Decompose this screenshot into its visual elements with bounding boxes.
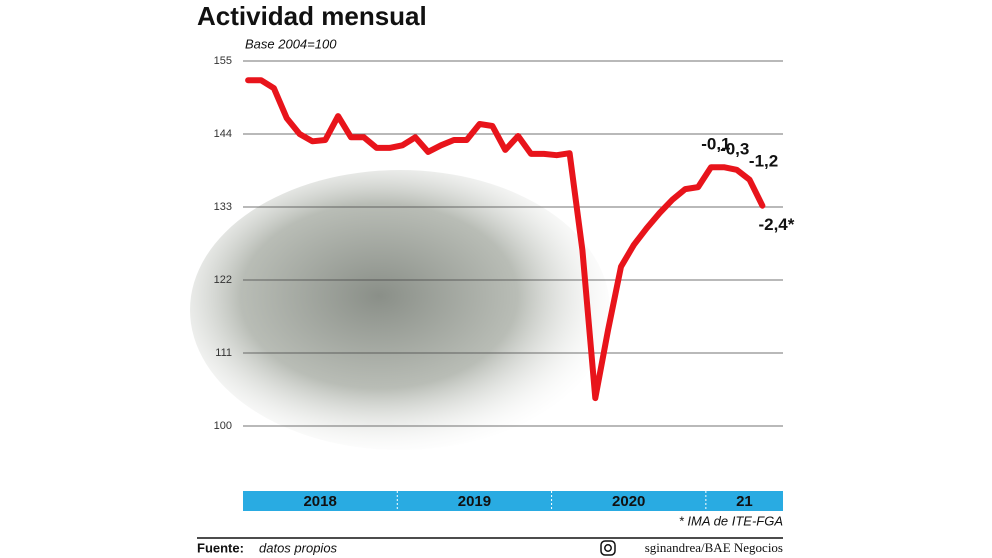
period-label: 2018 [303, 493, 336, 510]
instagram-icon [600, 540, 616, 556]
source-label: Fuente: [197, 540, 244, 555]
y-tick-label: 155 [214, 55, 232, 67]
y-tick-label: 144 [214, 128, 232, 140]
change-label: -1,2 [749, 151, 778, 170]
subtitle: Base 2004=100 [245, 36, 337, 51]
y-tick-label: 100 [214, 420, 232, 432]
source: datos propios [259, 540, 338, 555]
footnote: * IMA de ITE-FGA [679, 513, 783, 528]
plot: -0,1-0,3-1,2 -2,4* [245, 77, 795, 402]
period-bar [243, 491, 783, 511]
y-tick-label: 133 [214, 201, 232, 213]
instagram-icon-lens [604, 544, 612, 552]
background-photo [190, 170, 610, 450]
y-tick-label: 122 [214, 274, 232, 286]
period-axis: 2018 2019 2020 21 [243, 491, 783, 511]
period-label: 2019 [458, 493, 491, 510]
credit: sginandrea/BAE Negocios [645, 540, 783, 555]
data-line [245, 77, 766, 402]
change-label: -0,1 [701, 135, 730, 154]
change-label: -2,4* [758, 215, 794, 234]
y-tick-label: 111 [215, 347, 232, 359]
grid: 100 111 122 133 144 155 [214, 55, 783, 432]
change-label: -0,3 [720, 139, 749, 158]
period-label: 21 [736, 493, 753, 510]
period-label: 2020 [612, 493, 645, 510]
chart-title: Actividad mensual [197, 1, 427, 31]
